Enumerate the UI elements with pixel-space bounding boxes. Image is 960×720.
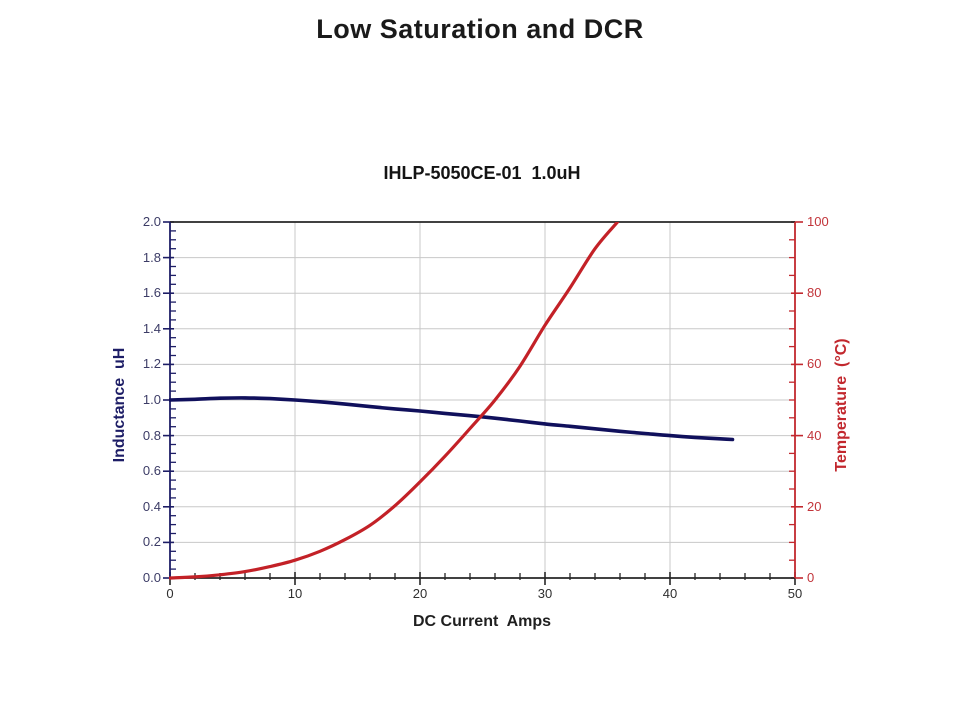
x-tick-label: 50 (787, 586, 803, 601)
y-right-tick-label: 40 (807, 427, 822, 443)
y-right-tick-label: 0 (807, 570, 815, 585)
y-right-tick-label: 100 (807, 214, 829, 229)
y-left-tick-label: 0.6 (142, 463, 161, 479)
y-left-tick-label: 1.2 (142, 356, 161, 372)
y-right-tick-label: 20 (807, 498, 822, 514)
temperature-curve (169, 222, 620, 580)
x-tick-label: 30 (537, 586, 553, 601)
y-left-tick-label: 0.2 (142, 534, 161, 550)
y-left-tick-label: 1.4 (142, 320, 161, 336)
y-right-tick-label: 80 (807, 285, 822, 301)
y-right-tick-label: 60 (807, 356, 822, 372)
y-left-tick-label: 1.6 (142, 285, 161, 301)
y-left-tick-label: 0.8 (142, 427, 161, 443)
inductance-curve (169, 396, 735, 442)
y-left-tick-label: 1.0 (142, 392, 161, 407)
x-tick-label: 0 (166, 586, 174, 601)
x-tick-label: 10 (287, 586, 303, 601)
x-axis-title: DC Current Amps (412, 613, 552, 630)
y-left-tick-label: 1.8 (142, 249, 161, 265)
y-left-tick-label: 0.4 (142, 498, 161, 514)
chart-subtitle: IHLP-5050CE-01 1.0uH (383, 163, 581, 183)
y-left-tick-label: 2.0 (142, 214, 161, 229)
y-left-tick-label: 0.0 (142, 570, 161, 585)
page-title: Low Saturation and DCR (316, 14, 644, 44)
x-tick-label: 40 (662, 586, 678, 601)
x-tick-label: 20 (412, 586, 428, 601)
